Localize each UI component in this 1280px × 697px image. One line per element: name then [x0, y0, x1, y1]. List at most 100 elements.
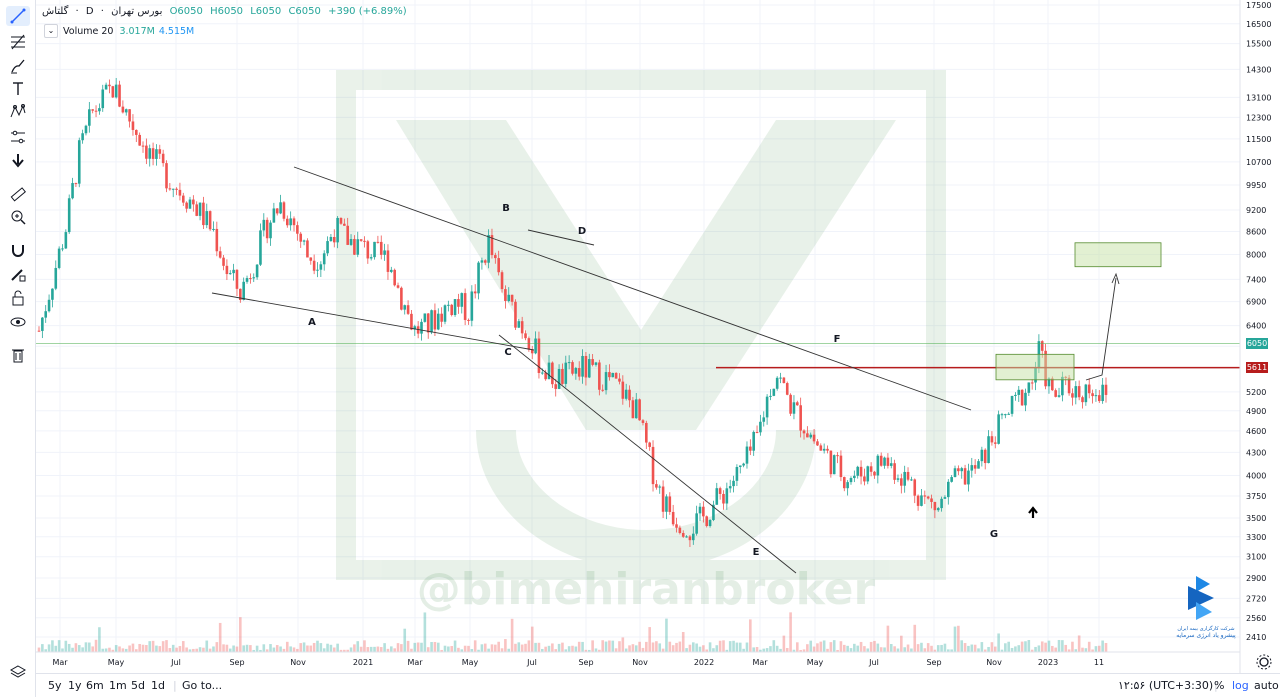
arrow-down-icon[interactable] [6, 150, 30, 170]
candle-body [1054, 390, 1057, 397]
interval[interactable]: D [85, 6, 94, 17]
candle-body [259, 230, 262, 265]
volume-bar [239, 617, 242, 652]
volume-bar [279, 646, 282, 652]
ruler-icon[interactable] [6, 184, 30, 204]
volume-bar [373, 646, 376, 652]
candle-body [500, 272, 504, 290]
price-chart[interactable]: @bimehiranbroker 2410 2560 2720 2900 3100 330… [36, 0, 1280, 673]
volume-bar [104, 648, 108, 652]
volume-bar [963, 643, 967, 652]
lock-icon[interactable] [6, 288, 30, 308]
candle-body [822, 448, 826, 451]
candle-body [185, 202, 188, 209]
trend-line-icon[interactable] [6, 6, 30, 26]
candle-body [104, 84, 108, 90]
eye-icon[interactable] [6, 312, 30, 332]
zoom-icon[interactable] [6, 207, 30, 227]
candle-body [863, 476, 866, 482]
volume-bar [232, 645, 235, 652]
candle-body [322, 253, 326, 265]
volume-bar [98, 627, 101, 652]
candle-body [433, 310, 437, 330]
target-zone-box [1074, 242, 1162, 268]
candle-body [561, 369, 564, 384]
pencil-lock-icon[interactable] [6, 264, 30, 284]
candle-body [648, 442, 651, 447]
candle-body [846, 482, 849, 489]
volume-bar [953, 626, 957, 652]
settings-gear-icon[interactable] [1254, 652, 1274, 672]
candle-body [745, 446, 749, 464]
candle-body [806, 433, 809, 438]
timeframe-1m[interactable]: 1m [109, 679, 127, 692]
candle-body [889, 463, 893, 466]
timeframe-5y[interactable]: 5y [48, 679, 62, 692]
trash-icon[interactable] [6, 345, 30, 365]
candle-body [581, 355, 584, 377]
candle-body [306, 240, 309, 258]
candle-body [1104, 384, 1108, 395]
candle-body [215, 228, 219, 252]
log-toggle[interactable]: log [1232, 679, 1249, 692]
volume-bar [849, 648, 853, 652]
symbol-name[interactable]: گلتاش [42, 6, 69, 17]
timeframe-1y[interactable]: 1y [68, 679, 82, 692]
volume-bar [420, 642, 423, 652]
candle-body [44, 311, 48, 318]
volume-bar [698, 646, 702, 652]
candle-body [759, 421, 762, 433]
volume-bar [366, 647, 370, 652]
brush-icon[interactable] [6, 56, 30, 76]
timeframe-5d[interactable]: 5d [131, 679, 145, 692]
clock[interactable]: ۱۲:۵۶ (UTC+3:30) [1118, 679, 1214, 692]
candle-body [749, 446, 752, 451]
volume-bar [185, 647, 188, 652]
volume-bar [1004, 643, 1007, 652]
volume-bar [413, 642, 417, 652]
y-tick-label: 3750 [1246, 492, 1266, 501]
goto-button[interactable]: Go to... [182, 679, 223, 692]
x-tick-label: 2021 [353, 658, 373, 667]
timeframe-1d[interactable]: 1d [151, 679, 165, 692]
candle-body [685, 536, 688, 538]
price-axis[interactable]: 2410 2560 2720 2900 3100 3300 3500 3750 4000 4300… [1239, 0, 1271, 673]
volume-bars [37, 612, 1108, 652]
auto-toggle[interactable]: auto [1254, 679, 1279, 692]
layers-icon[interactable] [6, 662, 30, 682]
pattern-icon[interactable] [6, 102, 30, 122]
volume-bar [608, 640, 611, 652]
fib-retracement-icon[interactable] [6, 32, 30, 52]
volume-bar [289, 646, 292, 652]
volume-bar [1014, 646, 1017, 652]
magnet-icon[interactable] [6, 240, 30, 260]
volume-bar [943, 643, 947, 652]
candle-body [228, 273, 232, 275]
volume-bar [1000, 649, 1004, 652]
volume-bar [856, 645, 860, 652]
forecast-icon[interactable] [6, 127, 30, 147]
volume-bar [547, 645, 551, 652]
volume-bar [255, 645, 259, 652]
candle-body [141, 145, 145, 147]
volume-bar [326, 643, 329, 652]
text-icon[interactable] [6, 79, 30, 99]
candle-body [1051, 378, 1054, 391]
collapse-chevron-icon[interactable]: ⌄ [44, 24, 58, 38]
volume-bar [74, 643, 78, 652]
y-tick-label: 17500 [1246, 1, 1271, 10]
volume-bar [530, 626, 534, 652]
timeframe-6m[interactable]: 6m [86, 679, 104, 692]
volume-bar [926, 643, 930, 652]
time-axis[interactable]: Mar May Jul Sep Nov 2021 Mar May Jul Sep Nov 2022 Ma… [36, 651, 1240, 667]
candle-body [379, 241, 383, 255]
candle-body [111, 86, 115, 98]
volume-bar [658, 643, 662, 652]
candle-body [762, 417, 766, 422]
percent-toggle[interactable]: % [1214, 679, 1225, 692]
candle-body [353, 239, 356, 255]
candle-body [383, 250, 386, 255]
y-tick-label: 4600 [1246, 427, 1266, 436]
volume-bar [910, 648, 913, 652]
volume-bar [101, 648, 105, 652]
